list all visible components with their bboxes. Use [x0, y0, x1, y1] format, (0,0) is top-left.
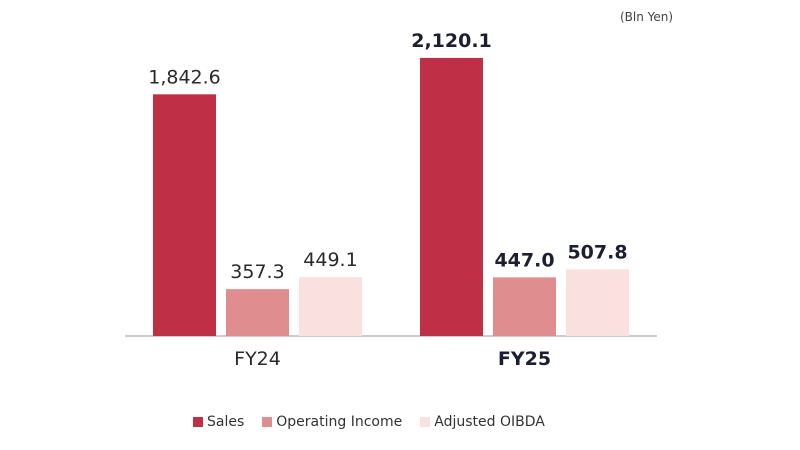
legend-label-sales: Sales: [207, 414, 245, 430]
legend-swatch-adjusted-oibda: [420, 417, 431, 427]
bar-fy25-adjusted-oibda: [566, 269, 629, 336]
bar-fy24-sales: [153, 94, 216, 336]
bar-fy24-adjusted-oibda: [299, 277, 362, 336]
bar-fy25-operating-income: [493, 277, 556, 336]
legend-item-adjusted-oibda: Adjusted OIBDA: [420, 414, 545, 430]
legend-swatch-operating-income: [262, 417, 273, 427]
data-label-fy24-adjusted-oibda: 449.1: [303, 249, 357, 271]
data-label-fy24-sales: 1,842.6: [148, 66, 221, 88]
data-label-fy25-adjusted-oibda: 507.8: [567, 241, 627, 263]
legend-swatch-sales: [193, 417, 203, 427]
unit-label: (Bln Yen): [620, 10, 674, 24]
x-tick-label-fy25: FY25: [498, 348, 551, 370]
bar-fy25-sales: [420, 57, 483, 337]
legend-label-adjusted-oibda: Adjusted OIBDA: [434, 414, 545, 430]
x-tick-label-fy24: FY24: [234, 348, 281, 370]
legend-label-operating-income: Operating Income: [276, 414, 403, 430]
legend: Sales Operating Income Adjusted OIBDA: [193, 414, 563, 430]
legend-item-sales: Sales: [193, 414, 244, 430]
data-label-fy25-sales: 2,120.1: [411, 30, 492, 52]
bar-fy24-operating-income: [226, 289, 289, 336]
data-label-fy24-operating-income: 357.3: [230, 261, 284, 283]
legend-item-operating-income: Operating Income: [262, 414, 402, 430]
data-label-fy25-operating-income: 447.0: [494, 249, 554, 271]
